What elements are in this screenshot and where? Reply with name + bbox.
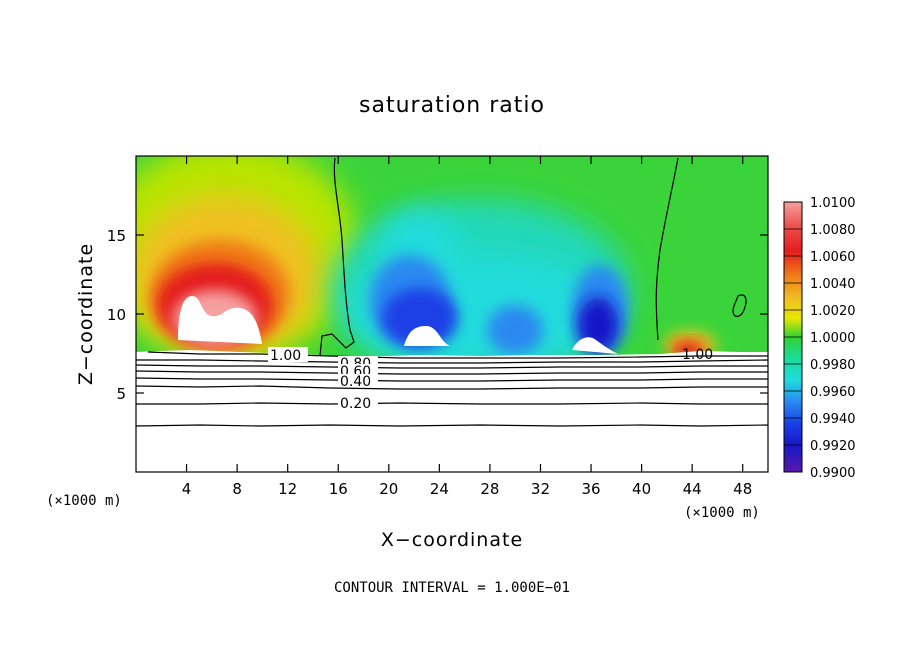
contour-interval-note: CONTOUR INTERVAL = 1.000E−01 (334, 580, 570, 596)
x-tick-label: 16 (329, 480, 348, 498)
colorbar-label: 0.9920 (810, 439, 856, 454)
x-axis-label: X−coordinate (381, 529, 523, 551)
colorbar-label: 1.0060 (810, 250, 856, 265)
contour-lines (136, 157, 768, 427)
x-tick-label: 32 (531, 480, 550, 498)
colorbar: 1.0100 1.0080 1.0060 1.0040 1.0020 1.0000 0.99… (783, 196, 856, 481)
y-tick-label: 10 (107, 306, 126, 324)
x-unit-right: (×1000 m) (684, 505, 760, 521)
y-axis: 5 10 15 (107, 227, 768, 403)
contour-label: 1.00 (270, 348, 301, 364)
y-tick-label: 15 (107, 227, 126, 245)
x-tick-label: 44 (683, 480, 702, 498)
colorbar-label: 0.9960 (810, 385, 856, 400)
colorbar-label: 1.0080 (810, 223, 856, 238)
colorbar-label: 1.0000 (810, 331, 856, 346)
colorbar-label: 1.0020 (810, 304, 856, 319)
contour-label: 0.40 (340, 374, 371, 390)
colorbar-label: 0.9900 (810, 466, 856, 481)
x-tick-label: 48 (733, 480, 752, 498)
x-tick-label: 24 (430, 480, 449, 498)
x-tick-label: 4 (182, 480, 192, 498)
colorbar-label: 1.0100 (810, 196, 856, 211)
y-axis-label: Z−coordinate (75, 243, 97, 385)
x-tick-label: 12 (278, 480, 297, 498)
contour-labels: 1.00 0.80 0.60 0.40 0.20 1.00 (268, 347, 713, 412)
colorbar-label: 0.9980 (810, 358, 856, 373)
x-unit-left: (×1000 m) (46, 493, 122, 509)
contour-label: 1.00 (682, 347, 713, 363)
x-tick-label: 40 (632, 480, 651, 498)
contour-label: 0.20 (340, 396, 371, 412)
y-tick-label: 5 (116, 385, 126, 403)
heatmap-field (136, 156, 768, 472)
x-tick-label: 36 (581, 480, 600, 498)
x-tick-label: 20 (379, 480, 398, 498)
colorbar-label: 0.9940 (810, 412, 856, 427)
chart-title: saturation ratio (359, 93, 545, 118)
x-tick-label: 28 (480, 480, 499, 498)
x-axis: 4 8 12 16 20 24 28 32 36 40 44 48 (182, 156, 752, 498)
x-tick-label: 8 (232, 480, 242, 498)
colorbar-label: 1.0040 (810, 277, 856, 292)
